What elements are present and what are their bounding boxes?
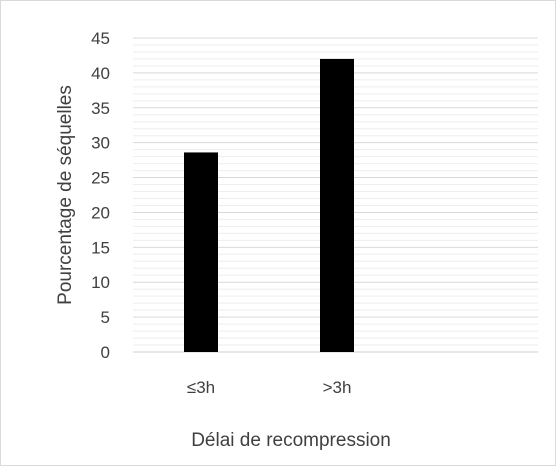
y-tick-label: 30 (91, 134, 110, 153)
y-tick-label: 25 (91, 169, 110, 188)
y-tick-label: 5 (101, 308, 110, 327)
y-tick-label: 40 (91, 64, 110, 83)
bar-0 (184, 152, 218, 352)
bar-1 (320, 58, 354, 352)
y-tick-label: 20 (91, 203, 110, 222)
bars (184, 58, 354, 352)
y-tick-label: 15 (91, 238, 110, 257)
y-axis-ticks: 0 5 10 15 20 25 30 35 40 45 (91, 29, 110, 362)
x-tick-label: >3h (323, 378, 352, 397)
y-tick-label: 45 (91, 29, 110, 48)
y-axis-label: Pourcentage de séquelles (55, 85, 76, 305)
y-tick-label: 10 (91, 273, 110, 292)
x-tick-label: ≤3h (187, 378, 215, 397)
y-tick-label: 0 (101, 343, 110, 362)
x-axis-label: Délai de recompression (191, 430, 391, 451)
y-tick-label: 35 (91, 99, 110, 118)
x-axis-ticks: ≤3h >3h (187, 378, 352, 397)
